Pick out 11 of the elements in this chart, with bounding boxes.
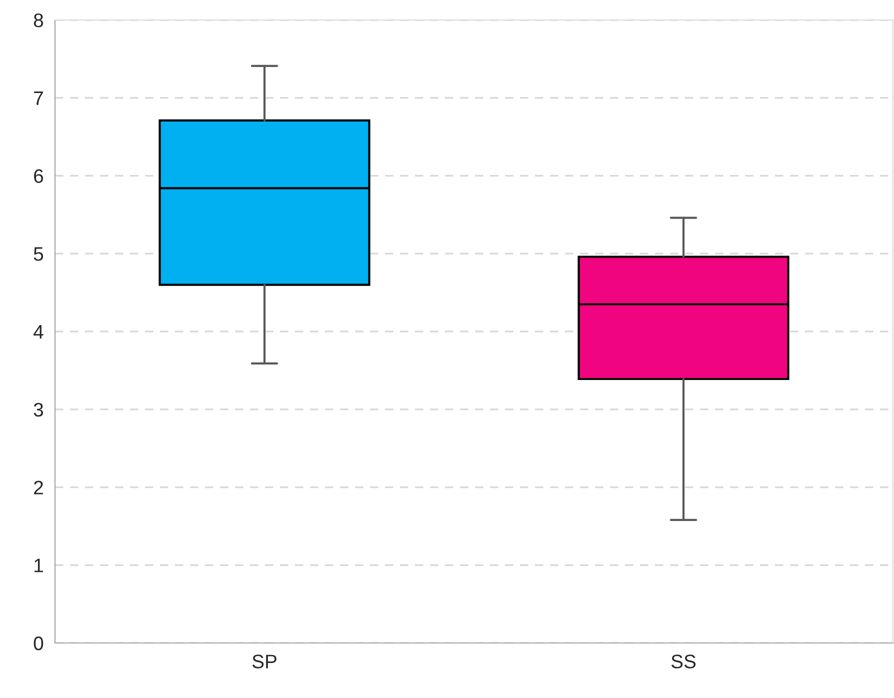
y-tick-label: 4 bbox=[34, 325, 44, 339]
y-tick-label: 0 bbox=[34, 636, 44, 650]
y-tick-label: 3 bbox=[34, 402, 44, 417]
y-tick-label: 1 bbox=[34, 558, 43, 572]
x-tick-label: SS bbox=[671, 654, 696, 668]
x-tick-label: SP bbox=[252, 654, 276, 668]
y-tick-label: 7 bbox=[34, 92, 43, 105]
y-tick-label: 8 bbox=[34, 13, 44, 28]
y-tick-label: 6 bbox=[34, 169, 44, 183]
y-tick-label: 2 bbox=[34, 480, 43, 494]
y-tick-label: 5 bbox=[34, 247, 44, 261]
